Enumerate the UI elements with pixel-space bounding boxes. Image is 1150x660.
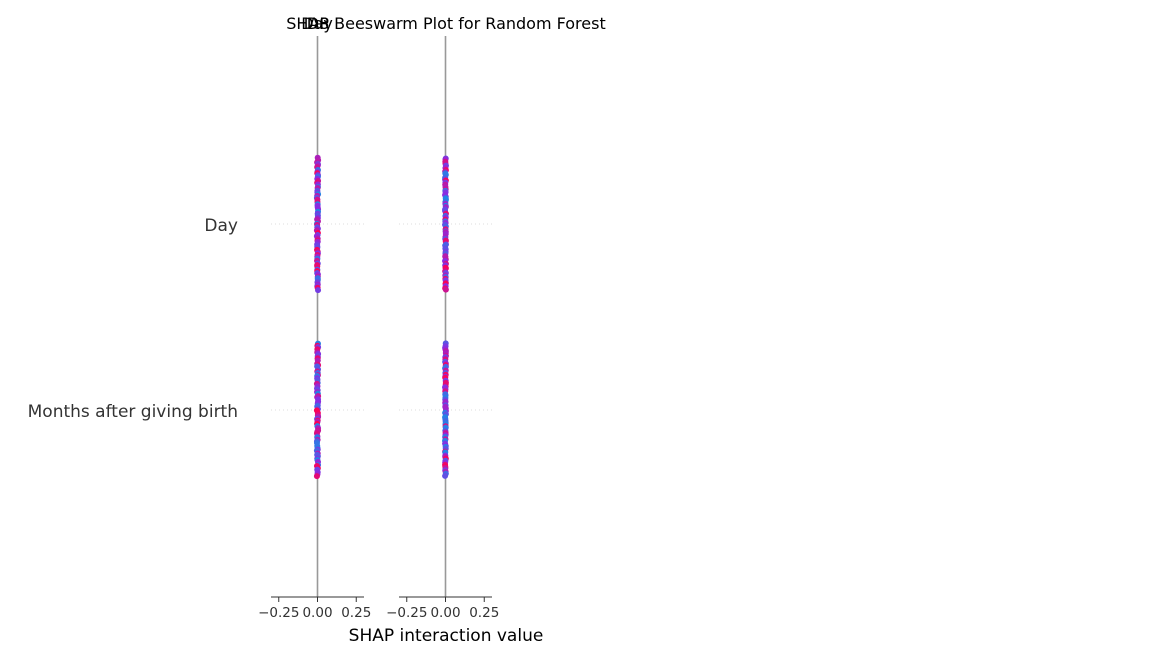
x-tick-label-1-2: 0.00 [302, 605, 332, 621]
point-p2-s2-69 [442, 472, 449, 479]
panel-title-1: Day [301, 14, 333, 33]
x-tick-label-2-2: 0.00 [430, 605, 460, 621]
x-tick-label-2-1: −0.25 [386, 605, 427, 621]
x-axis-label: SHAP interaction value [349, 626, 544, 646]
panel-title-2: D8 [307, 14, 330, 33]
x-tick-label-1-1: −0.25 [258, 605, 299, 621]
point-p2-s1-69 [442, 286, 449, 293]
feature-label-day: Day [204, 216, 238, 236]
chart-title: SHAP Beeswarm Plot for Random Forest [286, 14, 605, 33]
point-p1-s2-69 [313, 473, 320, 480]
x-tick-label-1-3: 0.25 [341, 605, 371, 621]
x-tick-label-2-3: 0.25 [469, 605, 499, 621]
point-p1-s1-69 [315, 287, 322, 294]
feature-label-months-after-giving-birth: Months after giving birth [28, 402, 238, 422]
